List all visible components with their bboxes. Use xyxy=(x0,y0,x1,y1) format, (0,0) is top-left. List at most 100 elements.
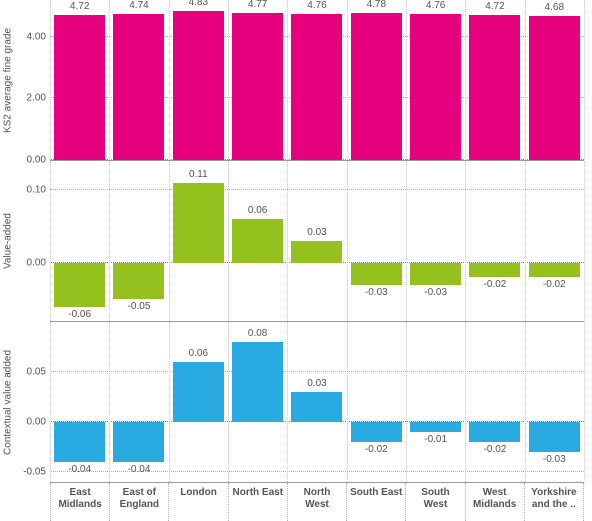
bar-slot: -0.01 xyxy=(406,322,465,482)
bar-slot: 0.06 xyxy=(228,161,287,321)
bar xyxy=(469,422,520,442)
y-tick: 0.00 xyxy=(27,417,46,428)
bar xyxy=(232,219,283,263)
x-tick: Yorkshireand the .. xyxy=(524,483,584,521)
x-tick-line: West xyxy=(288,499,346,511)
x-tick-line: Midlands xyxy=(466,499,524,511)
bar-value-label: 0.11 xyxy=(169,169,228,180)
y-axis-label-ks2: KS2 average fine grade xyxy=(0,0,16,160)
x-tick-line: Yorkshire xyxy=(525,487,583,499)
bar-slot: 4.72 xyxy=(50,0,109,160)
bar xyxy=(232,342,283,422)
x-tick: East ofEngland xyxy=(109,483,168,521)
x-tick-line: East of xyxy=(110,487,168,499)
col-sep xyxy=(584,0,585,160)
bar-value-label: 4.68 xyxy=(525,2,584,13)
bar xyxy=(291,392,342,422)
bar-slot: 4.74 xyxy=(109,0,168,160)
bars-ks2: 4.724.744.834.774.764.784.764.724.68 xyxy=(50,0,584,160)
bar-value-label: 4.76 xyxy=(406,0,465,11)
bar xyxy=(410,14,461,160)
bar-slot: 4.77 xyxy=(228,0,287,160)
bar-value-label: -0.05 xyxy=(109,301,168,312)
bars-va: -0.06-0.050.110.060.03-0.03-0.03-0.02-0.… xyxy=(50,161,584,321)
bar-slot: -0.02 xyxy=(465,161,524,321)
y-tick: 0.05 xyxy=(27,367,46,378)
bar-value-label: 0.03 xyxy=(287,378,346,389)
bar-slot: 4.68 xyxy=(525,0,584,160)
bar-value-label: -0.03 xyxy=(525,454,584,465)
bar-slot: 0.08 xyxy=(228,322,287,482)
bar xyxy=(113,263,164,299)
y-axis-label-cva: Contextual value added xyxy=(0,322,16,482)
bar xyxy=(54,422,105,462)
chart-container: KS2 average fine grade0.002.004.004.724.… xyxy=(0,0,592,521)
bar-value-label: 0.06 xyxy=(169,348,228,359)
y-ticks-va: 0.000.10 xyxy=(16,161,50,321)
bar-value-label: 0.03 xyxy=(287,227,346,238)
panel-va: Value-added0.000.10-0.06-0.05 0.11 0.060.0… xyxy=(0,161,592,321)
bar xyxy=(54,15,105,160)
x-tick-line: South East xyxy=(347,487,405,499)
x-tick-line: Midlands xyxy=(51,499,109,511)
x-tick: WestMidlands xyxy=(465,483,524,521)
col-sep xyxy=(584,161,585,321)
bar-slot: 4.83 xyxy=(169,0,228,160)
bar-value-label: 4.74 xyxy=(109,0,168,11)
bar-slot: 4.76 xyxy=(287,0,346,160)
bar-slot: -0.02 xyxy=(525,161,584,321)
y-ticks-cva: -0.05 0.00 0.05 xyxy=(16,322,50,482)
bar-value-label: 4.76 xyxy=(287,0,346,11)
x-tick-line: North East xyxy=(229,487,287,499)
bar-slot: -0.02 xyxy=(347,322,406,482)
y-tick: 4.00 xyxy=(27,31,46,42)
y-tick: -0.05 xyxy=(23,467,46,478)
plot-area-va: -0.06-0.050.110.060.03-0.03-0.03-0.02-0.… xyxy=(50,161,584,321)
x-tick: NorthWest xyxy=(287,483,346,521)
bar xyxy=(173,11,224,160)
x-tick-line: and the .. xyxy=(525,499,583,511)
bar-value-label: -0.02 xyxy=(465,444,524,455)
bar xyxy=(469,263,520,278)
bar-value-label: 0.06 xyxy=(228,205,287,216)
y-axis-label-va: Value-added xyxy=(0,161,16,321)
bar-slot: -0.03 xyxy=(406,161,465,321)
bar xyxy=(410,263,461,285)
bar-slot: -0.04 xyxy=(109,322,168,482)
bar-slot: -0.05 xyxy=(109,161,168,321)
bar-slot: 4.76 xyxy=(406,0,465,160)
bar xyxy=(173,183,224,263)
x-tick: EastMidlands xyxy=(50,483,109,521)
bar xyxy=(469,15,520,160)
panel-ks2: KS2 average fine grade0.002.004.004.724.… xyxy=(0,0,592,160)
bar-value-label: -0.02 xyxy=(347,444,406,455)
col-sep xyxy=(584,322,585,482)
bar xyxy=(113,422,164,462)
bar-value-label: -0.02 xyxy=(465,279,524,290)
bar-value-label: 4.72 xyxy=(50,1,109,12)
bar xyxy=(529,422,580,452)
bar-value-label: -0.02 xyxy=(525,279,584,290)
bar xyxy=(410,422,461,432)
bar-slot: 0.11 xyxy=(169,161,228,321)
bar-value-label: 0.08 xyxy=(228,328,287,339)
bar-value-label: -0.04 xyxy=(109,464,168,475)
bar xyxy=(54,263,105,307)
bar-slot: 0.06 xyxy=(169,322,228,482)
bar-value-label: 4.77 xyxy=(228,0,287,10)
x-tick: North East xyxy=(228,483,287,521)
bar xyxy=(529,263,580,278)
x-tick-line: London xyxy=(169,487,227,499)
x-axis: EastMidlandsEast ofEnglandLondonNorth Ea… xyxy=(50,483,584,521)
y-ticks-ks2: 0.002.004.00 xyxy=(16,0,50,160)
bar-slot: 4.78 xyxy=(347,0,406,160)
bar-slot: -0.06 xyxy=(50,161,109,321)
bar xyxy=(529,16,580,160)
bars-cva: -0.04-0.040.060.080.03-0.02-0.01-0.02-0.… xyxy=(50,322,584,482)
bar-value-label: -0.03 xyxy=(347,287,406,298)
x-tick: SouthWest xyxy=(405,483,464,521)
bar-slot: 0.03 xyxy=(287,322,346,482)
x-tick-line: East xyxy=(51,487,109,499)
bar xyxy=(113,14,164,160)
bar-value-label: -0.01 xyxy=(406,434,465,445)
